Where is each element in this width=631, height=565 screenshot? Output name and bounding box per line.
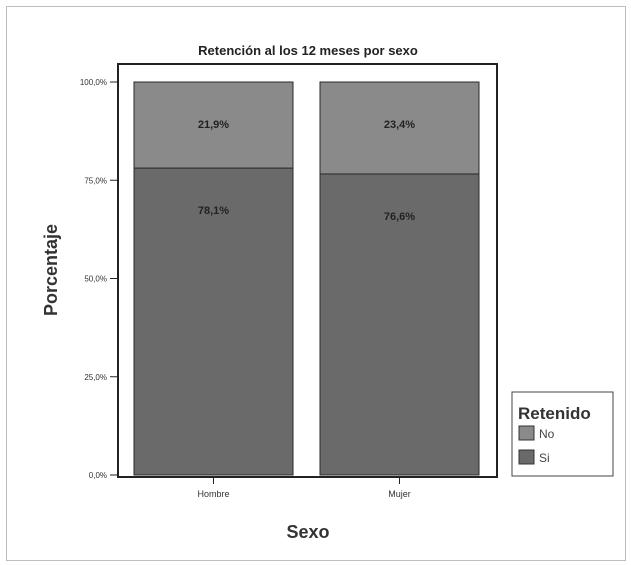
legend-label-si: Si (539, 451, 550, 465)
y-tick-label: 0,0% (89, 471, 107, 480)
y-tick-label: 25,0% (84, 373, 107, 382)
legend: Retenido No Si (511, 391, 614, 477)
y-axis: 0,0% 25,0% 50,0% 75,0% 100,0% (80, 78, 118, 480)
x-tick-label: Hombre (197, 489, 229, 499)
bar-hombre-no (133, 81, 294, 169)
data-label-hombre-no: 21,9% (198, 119, 229, 131)
legend-title: Retenido (518, 404, 591, 423)
y-tick-label: 50,0% (84, 275, 107, 284)
bars-group: 78,1% 21,9% 76,6% 23,4% (133, 81, 480, 476)
x-tick-label: Mujer (388, 489, 411, 499)
x-axis-label: Sexo (286, 522, 329, 542)
legend-label-no: No (539, 427, 555, 441)
data-label-hombre-si: 78,1% (198, 205, 229, 217)
legend-swatch-no (518, 425, 535, 441)
legend-swatch-si (518, 449, 535, 465)
y-axis-label: Porcentaje (41, 224, 61, 316)
x-axis: Hombre Mujer (197, 477, 411, 499)
y-tick-label: 75,0% (84, 176, 107, 185)
chart-title: Retención al los 12 meses por sexo (198, 43, 418, 58)
data-label-mujer-no: 23,4% (384, 119, 415, 131)
data-label-mujer-si: 76,6% (384, 211, 415, 223)
bar-mujer-no (319, 81, 480, 175)
y-tick-label: 100,0% (80, 78, 107, 87)
